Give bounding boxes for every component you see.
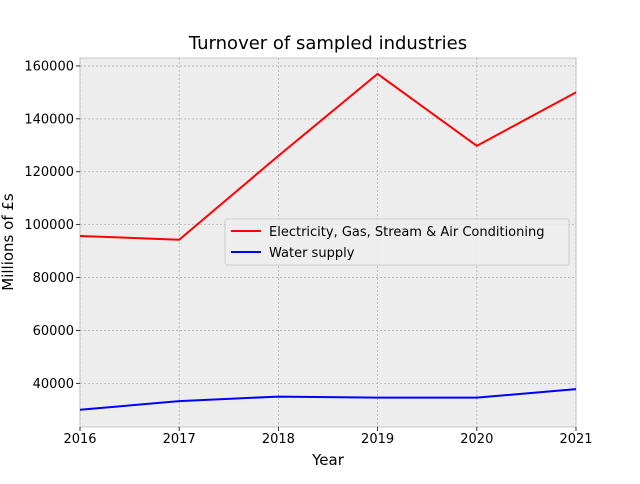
series-lines (79, 72, 577, 411)
y-tick-label: 140000 (24, 112, 74, 127)
x-tick-label: 2018 (262, 432, 295, 447)
data-point (476, 145, 477, 146)
x-axis-label: Year (311, 451, 345, 469)
y-tick-label: 80000 (33, 271, 74, 286)
x-tick-label: 2020 (460, 432, 493, 447)
x-tick-label: 2021 (559, 432, 592, 447)
data-point (179, 401, 180, 402)
data-point (576, 389, 577, 390)
data-point (80, 236, 81, 237)
data-point (80, 409, 81, 410)
y-tick-label: 40000 (33, 377, 74, 392)
data-point (278, 155, 279, 156)
y-tick-label: 60000 (33, 324, 74, 339)
data-point (377, 73, 378, 74)
y-axis-label: Millions of £s (0, 193, 17, 291)
axis-ticks: 2016 2017 2018 2019 2020 2021 40000 60000 80000 1… (24, 59, 592, 447)
x-tick-label: 2017 (163, 432, 196, 447)
grid (79, 58, 577, 427)
y-tick-label: 160000 (24, 59, 74, 74)
y-tick-label: 120000 (24, 165, 74, 180)
y-tick-label: 100000 (24, 218, 74, 233)
data-point (179, 239, 180, 240)
series-line-1 (79, 388, 577, 411)
x-tick-label: 2019 (361, 432, 394, 447)
legend-label-water: Water supply (269, 246, 355, 261)
data-point (476, 397, 477, 398)
data-point (377, 397, 378, 398)
series-line-0 (79, 72, 577, 241)
chart-title: Turnover of sampled industries (188, 33, 467, 54)
legend: Electricity, Gas, Stream & Air Condition… (224, 218, 570, 266)
data-point (576, 92, 577, 93)
legend-label-electricity: Electricity, Gas, Stream & Air Condition… (269, 225, 544, 240)
data-point (278, 396, 279, 397)
legend-box (224, 218, 570, 266)
x-tick-label: 2016 (63, 432, 96, 447)
